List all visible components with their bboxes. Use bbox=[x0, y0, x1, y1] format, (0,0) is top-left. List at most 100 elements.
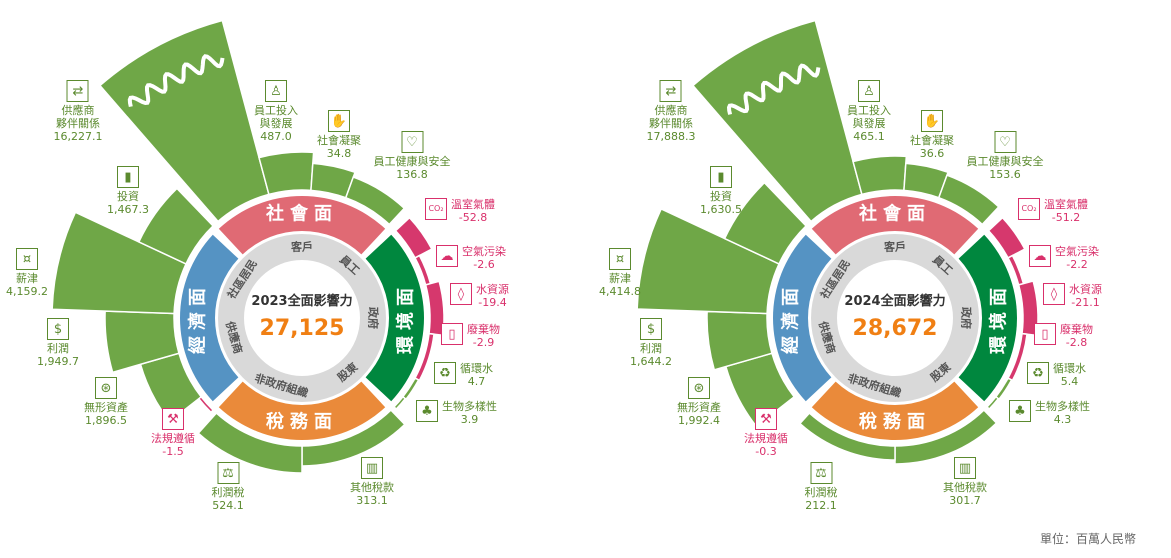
indicator-text: 循環水 4.7 bbox=[460, 362, 493, 388]
indicator-label: ▮ 投資 1,467.3 bbox=[107, 166, 149, 216]
indicator-name: 水資源 bbox=[476, 283, 509, 296]
polluted-cloud-icon: ☁ bbox=[1029, 245, 1051, 267]
handshake-icon: ⇄ bbox=[66, 80, 89, 102]
dimension-economic-label: 經濟面 bbox=[780, 282, 802, 354]
indicator-name: 投資 bbox=[710, 190, 732, 203]
indicator-label: ◊ 水資源 -19.4 bbox=[450, 283, 509, 309]
magnifier-dollar-icon: ⊛ bbox=[95, 377, 117, 399]
indicator-label: ⊛ 無形資產 1,896.5 bbox=[84, 377, 128, 427]
indicator-name: 廢棄物 bbox=[1060, 323, 1093, 336]
indicator-text: 水資源 -19.4 bbox=[476, 283, 509, 309]
unit-label: 單位：百萬人民幣 bbox=[1040, 532, 1137, 546]
indicator-name: 空氣污染 bbox=[1055, 245, 1099, 258]
indicator-value: 4,414.8 bbox=[599, 285, 641, 298]
indicator-text: 社會凝聚 34.8 bbox=[317, 134, 361, 160]
indicator-text: 其他稅款 313.1 bbox=[350, 481, 394, 507]
indicator-name: 薪津 bbox=[609, 272, 631, 285]
indicator-name: 投資 bbox=[117, 190, 139, 203]
indicator-text: 利潤 1,644.2 bbox=[630, 342, 672, 368]
indicator-value: 1,644.2 bbox=[630, 355, 672, 368]
indicator-label: $ 利潤 1,644.2 bbox=[630, 318, 672, 368]
recycle-water-icon: ♻ bbox=[434, 362, 456, 384]
stakeholder-label: 客戶 bbox=[883, 240, 906, 254]
tree-icon: ♣ bbox=[1009, 400, 1031, 422]
indicator-label: CO₂ 溫室氣體 -52.8 bbox=[425, 198, 495, 224]
bar-12 bbox=[197, 412, 303, 474]
indicator-label: ⇄ 供應商 夥伴關係 16,227.1 bbox=[54, 80, 102, 143]
indicator-name: 其他稅款 bbox=[943, 481, 987, 494]
indicator-value: 34.8 bbox=[326, 147, 352, 160]
indicator-value: 313.1 bbox=[356, 494, 388, 507]
indicator-text: 薪津 4,159.2 bbox=[6, 272, 48, 298]
dimension-environment-segment bbox=[365, 234, 424, 402]
indicator-label: ⚖ 利潤稅 212.1 bbox=[805, 462, 838, 512]
employee-growth-icon: ♙ bbox=[858, 80, 880, 102]
indicator-value: -21.1 bbox=[1071, 296, 1100, 309]
indicator-text: 循環水 5.4 bbox=[1053, 362, 1086, 388]
dimension-tax-label: 稅務面 bbox=[859, 411, 931, 433]
stakeholder-label: 客戶 bbox=[290, 240, 313, 254]
indicator-text: 員工健康與安全 153.6 bbox=[967, 155, 1044, 181]
indicator-text: 員工投入 與發展 465.1 bbox=[847, 104, 891, 143]
indicator-label: ¤ 薪津 4,414.8 bbox=[599, 248, 641, 298]
indicator-text: 員工健康與安全 136.8 bbox=[374, 155, 451, 181]
stakeholder-label: 政府 bbox=[960, 307, 974, 329]
indicator-label: ▥ 其他稅款 313.1 bbox=[350, 457, 394, 507]
indicator-text: 空氣污染 -2.2 bbox=[1055, 245, 1099, 271]
bar-4 bbox=[937, 174, 1000, 226]
axis-break-wave bbox=[726, 63, 821, 115]
impact-chart-2: 社會面環境面稅務面經濟面客戶員工政府股東非政府組織供應商社區居民2024全面影響… bbox=[636, 19, 1039, 465]
indicator-label: ☁ 空氣污染 -2.2 bbox=[1029, 245, 1099, 271]
indicator-text: 廢棄物 -2.8 bbox=[1060, 323, 1093, 349]
indicator-value: 4.3 bbox=[1053, 413, 1072, 426]
indicator-text: 法規遵循 -0.3 bbox=[744, 432, 788, 458]
indicator-label: ▯ 廢棄物 -2.9 bbox=[441, 323, 500, 349]
indicator-name: 社會凝聚 bbox=[910, 134, 954, 147]
indicator-value: -2.9 bbox=[472, 336, 495, 349]
indicator-value: 153.6 bbox=[989, 168, 1021, 181]
indicator-text: 無形資產 1,896.5 bbox=[84, 401, 128, 427]
indicator-name: 法規遵循 bbox=[151, 432, 195, 445]
bar-chart-icon: ▮ bbox=[710, 166, 732, 188]
dimension-social-segment bbox=[218, 196, 386, 255]
bar-16 bbox=[636, 207, 780, 315]
trash-bin-icon: ▯ bbox=[441, 323, 463, 345]
total-value: 27,125 bbox=[260, 316, 345, 341]
indicator-text: 供應商 夥伴關係 17,888.3 bbox=[647, 104, 696, 143]
heart-pulse-icon: ♡ bbox=[994, 131, 1016, 153]
indicator-name: 循環水 bbox=[1053, 362, 1086, 375]
indicator-name: 供應商 夥伴關係 bbox=[55, 104, 100, 130]
stakeholder-ring bbox=[811, 234, 979, 402]
bar-2 bbox=[852, 155, 908, 196]
dimension-tax-segment bbox=[811, 381, 979, 440]
bar-17 bbox=[723, 181, 808, 265]
dimension-tax-segment bbox=[218, 381, 386, 440]
indicator-value: 487.0 bbox=[260, 130, 292, 143]
dimension-social-label: 社會面 bbox=[266, 203, 338, 225]
polluted-cloud-icon: ☁ bbox=[436, 245, 458, 267]
indicator-label: $ 利潤 1,949.7 bbox=[37, 318, 79, 368]
indicator-name: 供應商 夥伴關係 bbox=[648, 104, 693, 130]
water-drop-icon: ◊ bbox=[450, 283, 472, 305]
dimension-environment-label: 環境面 bbox=[395, 282, 417, 354]
indicator-name: 利潤 bbox=[47, 342, 69, 355]
indicator-value: -0.3 bbox=[755, 445, 777, 458]
indicator-value: 301.7 bbox=[949, 494, 981, 507]
impact-chart-1: 社會面環境面稅務面經濟面客戶員工政府股東非政府組織供應商社區居民2023全面影響… bbox=[51, 19, 445, 474]
indicator-value: 5.4 bbox=[1060, 375, 1079, 388]
bar-1 bbox=[98, 19, 270, 223]
indicator-name: 循環水 bbox=[460, 362, 493, 375]
indicator-name: 溫室氣體 bbox=[451, 198, 495, 211]
indicator-text: 投資 1,467.3 bbox=[107, 190, 149, 216]
indicator-label: ♙ 員工投入 與發展 465.1 bbox=[847, 80, 891, 143]
dimension-economic-segment bbox=[773, 234, 832, 402]
indicator-label: ✋ 社會凝聚 34.8 bbox=[317, 110, 361, 160]
indicator-label: ✋ 社會凝聚 36.6 bbox=[910, 110, 954, 160]
tree-icon: ♣ bbox=[416, 400, 438, 422]
indicator-value: -51.2 bbox=[1051, 211, 1081, 224]
indicator-value: 212.1 bbox=[805, 499, 837, 512]
cash-icon: ¤ bbox=[609, 248, 631, 270]
indicator-label: ♙ 員工投入 與發展 487.0 bbox=[254, 80, 298, 143]
indicator-value: 136.8 bbox=[396, 168, 428, 181]
